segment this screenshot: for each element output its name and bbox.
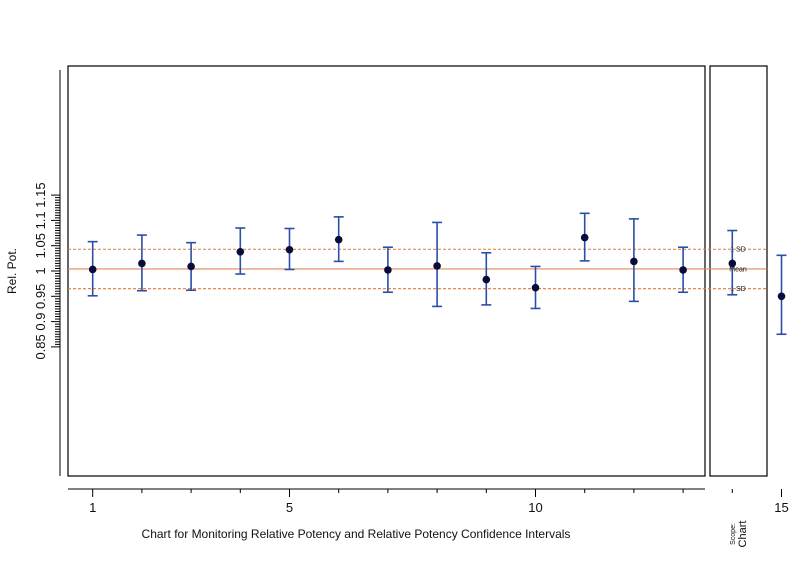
y-tick-label-5: 1.1 bbox=[33, 211, 48, 229]
x-axis-title: Chart for Monitoring Relative Potency an… bbox=[142, 527, 571, 541]
data-point-14 bbox=[728, 259, 737, 268]
y-tick-label-2: 0.95 bbox=[33, 284, 48, 309]
data-point-8 bbox=[433, 262, 441, 270]
x-tick-label-2: 10 bbox=[528, 500, 542, 515]
y-tick-label-4: 1.05 bbox=[33, 233, 48, 258]
data-point-11 bbox=[580, 233, 589, 242]
data-point-4 bbox=[236, 247, 245, 256]
x-tick-label-0: 1 bbox=[89, 500, 96, 515]
plot-frame bbox=[67, 65, 706, 477]
reference-labels: 1 SD Mean 1 SD bbox=[729, 247, 747, 293]
scope-label-group: Scope: Chart bbox=[730, 521, 749, 548]
reference-label-1: Mean bbox=[729, 266, 747, 273]
data-point-7 bbox=[384, 266, 392, 274]
y-tick-label-0: 0.85 bbox=[33, 334, 48, 359]
scope-label: Scope: bbox=[730, 523, 737, 545]
data-point-3 bbox=[187, 262, 195, 271]
data-point-15 bbox=[777, 292, 786, 301]
x-tick-label-1: 5 bbox=[286, 500, 293, 515]
side-panel-frame bbox=[709, 65, 768, 477]
data-point-6 bbox=[334, 235, 343, 244]
reference-label-0: 1 SD bbox=[730, 247, 746, 254]
data-point-13 bbox=[679, 266, 687, 274]
data-point-2 bbox=[138, 259, 146, 268]
data-points bbox=[88, 233, 786, 301]
data-point-10 bbox=[531, 283, 540, 292]
data-point-12 bbox=[630, 257, 638, 266]
data-point-5 bbox=[285, 245, 294, 254]
y-tick-label-6: 1.15 bbox=[33, 182, 48, 207]
y-tick-label-1: 0.9 bbox=[33, 313, 48, 331]
data-point-1 bbox=[88, 265, 97, 274]
y-tick-label-3: 1 bbox=[33, 267, 48, 274]
y-axis-title: Rel. Pot. bbox=[5, 248, 19, 294]
y-ticks: 0.85 0.9 0.95 1 1.05 1.1 1.15 bbox=[33, 182, 60, 360]
data-point-9 bbox=[482, 275, 491, 284]
x-tick-label-3: 15 bbox=[774, 500, 788, 515]
x-ticks: 15101520 bbox=[89, 489, 789, 515]
reference-lines bbox=[68, 248, 767, 290]
reference-label-2: 1 SD bbox=[730, 286, 746, 293]
confidence-intervals bbox=[87, 212, 787, 336]
scope-value: Chart bbox=[737, 521, 749, 548]
